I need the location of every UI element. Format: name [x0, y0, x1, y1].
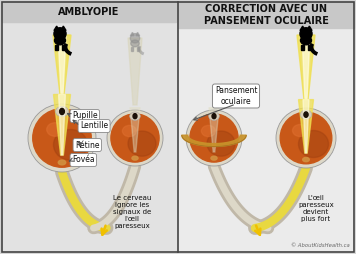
Ellipse shape [207, 131, 235, 156]
Circle shape [300, 28, 312, 40]
Bar [178, 2, 354, 28]
Ellipse shape [304, 112, 308, 117]
Ellipse shape [133, 114, 137, 119]
Ellipse shape [58, 160, 66, 165]
Bar [2, 2, 176, 252]
Text: L'œil
paresseux
devient
plus fort: L'œil paresseux devient plus fort [298, 195, 334, 222]
Bar [302, 45, 304, 50]
Text: Fovéa: Fovéa [72, 155, 95, 165]
Text: Rétine: Rétine [75, 140, 99, 150]
Ellipse shape [201, 125, 215, 137]
Polygon shape [298, 100, 314, 153]
Polygon shape [53, 94, 70, 155]
Ellipse shape [130, 112, 140, 120]
Ellipse shape [211, 156, 217, 160]
Ellipse shape [300, 36, 312, 45]
Ellipse shape [209, 112, 219, 120]
Polygon shape [303, 100, 309, 153]
Ellipse shape [303, 157, 309, 162]
Polygon shape [53, 35, 71, 94]
Text: CORRECTION AVEC UN
PANSEMENT OCULAIRE: CORRECTION AVEC UN PANSEMENT OCULAIRE [204, 4, 329, 26]
Circle shape [28, 104, 96, 172]
Polygon shape [54, 26, 59, 30]
Bar [308, 45, 311, 50]
Polygon shape [59, 94, 66, 155]
Polygon shape [58, 35, 66, 94]
Polygon shape [182, 135, 246, 147]
Circle shape [107, 110, 163, 166]
Text: Le cerveau
ignore les
signaux de
l'œil
paresseux: Le cerveau ignore les signaux de l'œil p… [113, 195, 151, 229]
Polygon shape [130, 108, 140, 152]
Ellipse shape [132, 156, 138, 160]
Bar [137, 47, 138, 51]
Bar [131, 47, 134, 51]
Text: AMBLYOPIE: AMBLYOPIE [58, 7, 120, 17]
Bar [62, 45, 65, 50]
Ellipse shape [56, 106, 68, 117]
Polygon shape [297, 35, 315, 100]
Ellipse shape [122, 125, 136, 137]
Circle shape [276, 108, 336, 168]
Ellipse shape [131, 40, 139, 47]
Ellipse shape [54, 36, 66, 45]
Polygon shape [130, 32, 134, 36]
Polygon shape [128, 38, 142, 105]
Ellipse shape [293, 124, 308, 136]
Text: Pansement
oculaire: Pansement oculaire [215, 86, 257, 106]
Polygon shape [300, 26, 305, 30]
Circle shape [54, 28, 66, 40]
Ellipse shape [53, 130, 88, 160]
Polygon shape [209, 108, 219, 152]
Circle shape [33, 109, 91, 167]
Ellipse shape [59, 108, 64, 115]
Text: © AboutKidsHealth.ca: © AboutKidsHealth.ca [291, 243, 350, 248]
Text: Lentille: Lentille [80, 121, 108, 131]
Text: Pupille: Pupille [72, 112, 98, 120]
Polygon shape [61, 26, 66, 30]
Polygon shape [302, 35, 310, 100]
Circle shape [111, 114, 159, 162]
Ellipse shape [47, 123, 64, 136]
Circle shape [130, 34, 140, 43]
Polygon shape [136, 32, 140, 36]
Ellipse shape [128, 131, 156, 156]
Ellipse shape [298, 131, 329, 157]
Bar [56, 45, 58, 50]
Ellipse shape [300, 110, 312, 119]
Circle shape [190, 114, 238, 162]
Circle shape [280, 112, 332, 164]
Ellipse shape [212, 114, 216, 119]
Polygon shape [307, 26, 312, 30]
Bar [2, 2, 176, 22]
Circle shape [186, 110, 242, 166]
Bar [178, 2, 354, 252]
